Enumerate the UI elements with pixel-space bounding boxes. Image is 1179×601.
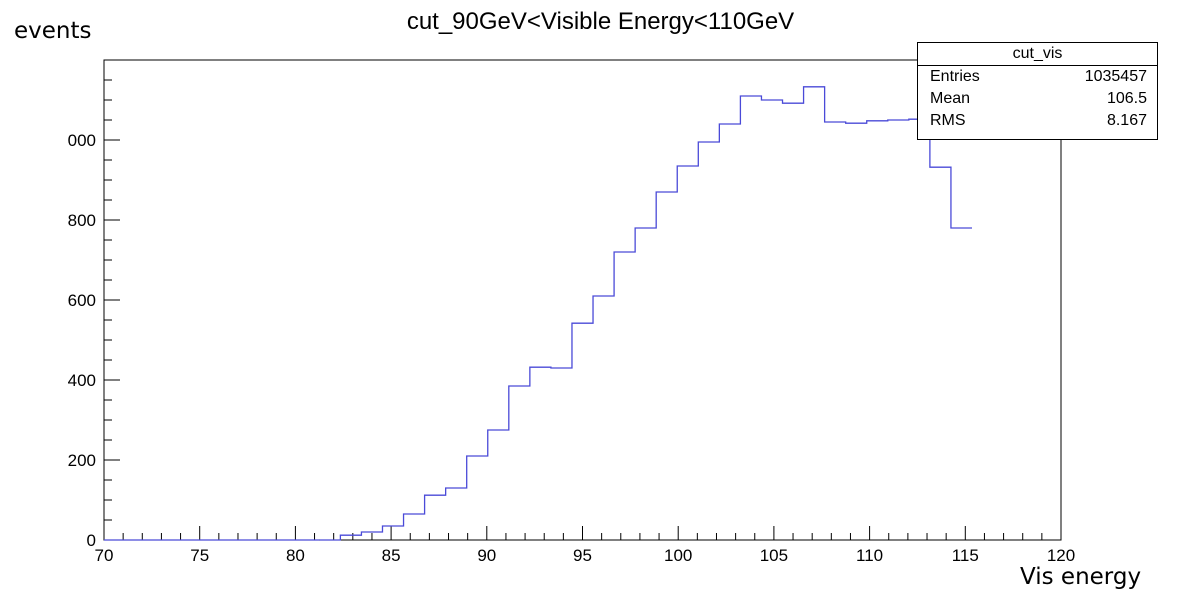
x-tick-label: 105 [760,546,788,565]
y-tick-label: 400 [68,371,96,390]
x-tick-label: 115 [952,546,979,565]
stats-box-title: cut_vis [918,43,1157,66]
x-tick-label: 90 [477,546,496,565]
y-tick-label: 600 [68,291,96,310]
y-tick-label: 0 [87,531,96,550]
x-tick-label: 95 [573,546,592,565]
x-tick-label: 80 [286,546,305,565]
x-tick-label: 120 [1047,546,1075,565]
x-tick-label: 85 [382,546,401,565]
stats-row-entries: Entries 1035457 [918,66,1157,88]
stats-value: 1035457 [1084,68,1147,85]
stats-row-rms: RMS 8.167 [918,110,1157,132]
x-axis-label: Vis energy [1020,564,1142,590]
stats-box: cut_vis Entries 1035457 Mean 106.5 RMS 8… [917,42,1158,140]
x-tick-label: 70 [95,546,114,565]
stats-row-mean: Mean 106.5 [918,88,1157,110]
x-tick-label: 110 [856,546,883,565]
histogram-bins [104,86,972,541]
chart-title: cut_90GeV<Visible Energy<110GeV [406,8,795,35]
y-tick-label: 200 [68,451,96,470]
stats-label: Entries [930,68,980,85]
stats-value: 106.5 [1106,90,1147,107]
histogram-line [319,86,972,541]
stats-label: RMS [930,112,966,129]
y-tick-label: 800 [68,211,96,230]
y-axis-label: events [14,18,92,44]
x-tick-label: 100 [664,546,692,565]
axis-ticks: 70 75 80 85 90 95 100 105 110 115 120 0 200 400 600 800… [68,59,1075,565]
stats-value: 8.167 [1106,112,1147,129]
y-tick-label: 000 [68,131,96,150]
stats-label: Mean [930,90,971,107]
x-tick-label: 75 [190,546,209,565]
